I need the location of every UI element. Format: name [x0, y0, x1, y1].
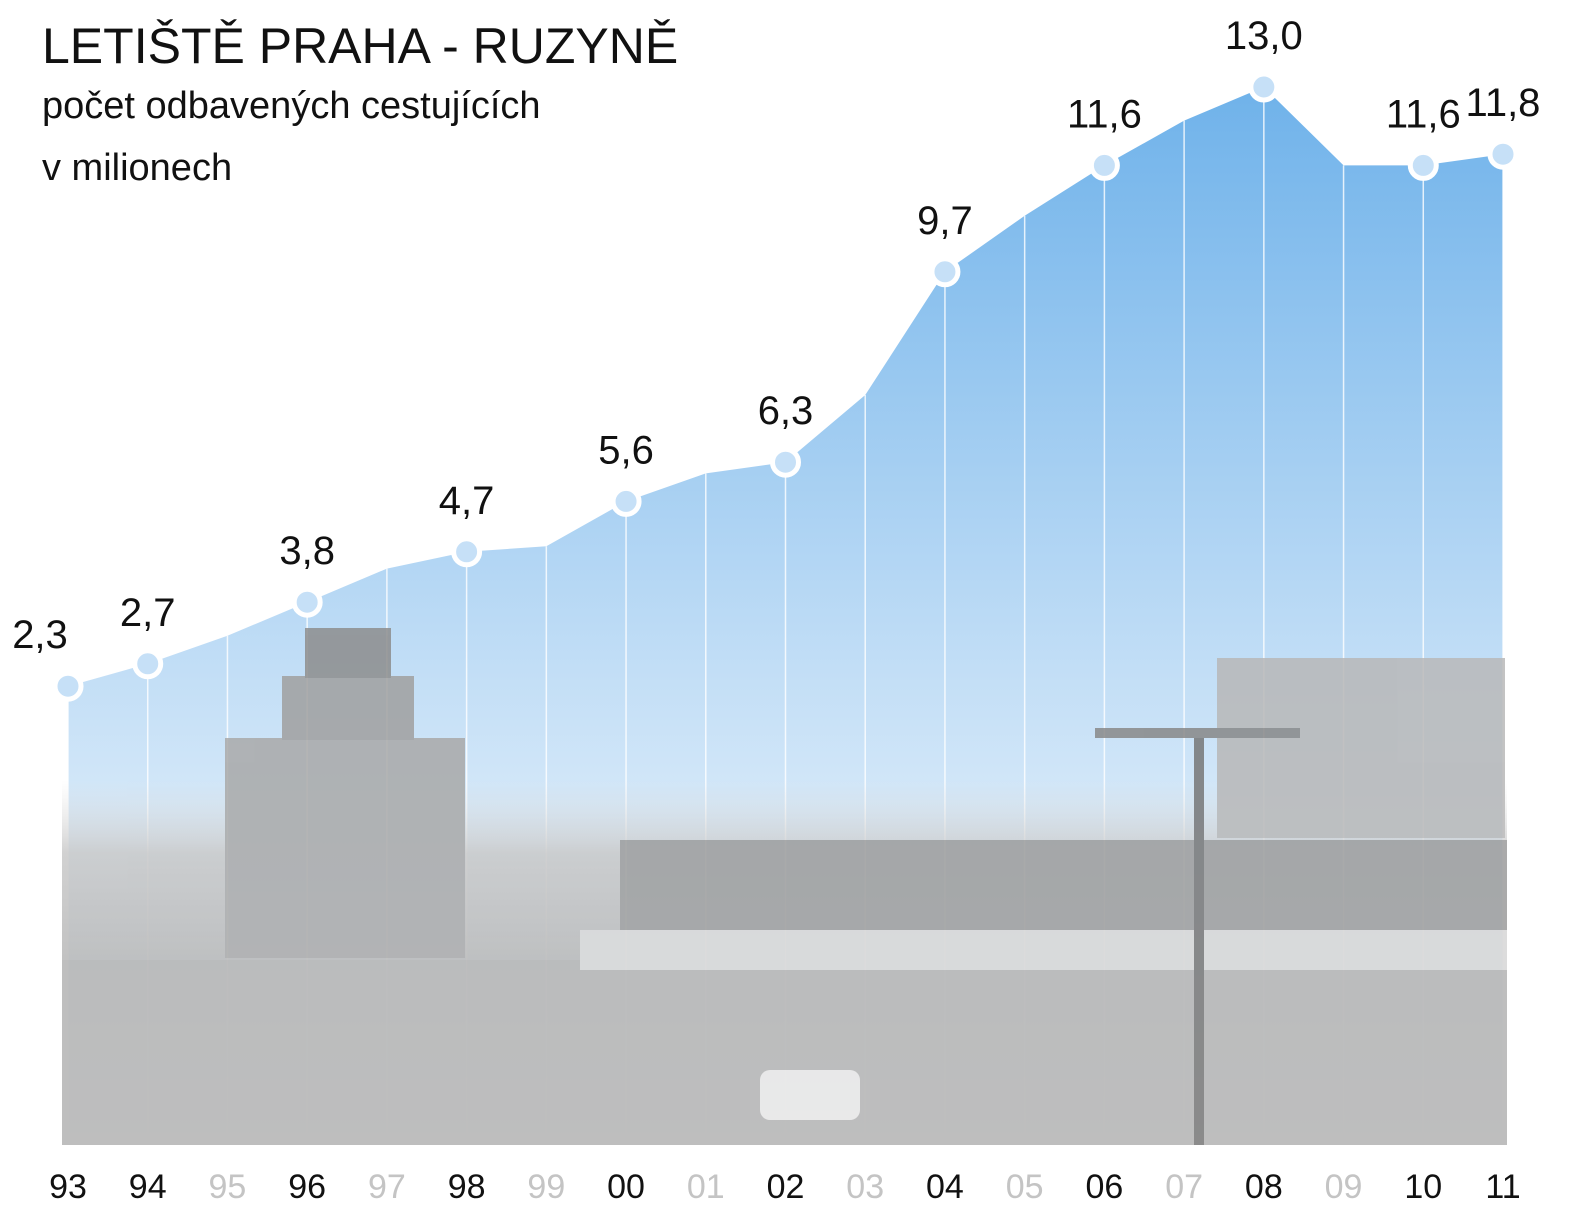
x-tick-label: 05: [1006, 1168, 1044, 1206]
chart-subtitle: počet odbavených cestujících: [42, 85, 541, 127]
point: [55, 673, 81, 699]
value-label: 2,7: [120, 591, 176, 635]
x-tick-label: 94: [129, 1168, 167, 1206]
value-label: 5,6: [598, 428, 654, 472]
point: [135, 651, 161, 677]
tower-top: [305, 628, 391, 678]
x-tick-label: 06: [1085, 1168, 1123, 1206]
canopy: [580, 930, 1507, 970]
chart: LETIŠTĚ PRAHA - RUZYNĚ počet odbavených …: [0, 0, 1595, 1225]
terminal-glass: [1217, 658, 1505, 838]
point: [294, 589, 320, 615]
x-tick-label: 08: [1245, 1168, 1283, 1206]
lamp: [1095, 728, 1300, 738]
x-tick-label: 97: [368, 1168, 406, 1206]
point: [454, 539, 480, 565]
value-label: 13,0: [1225, 14, 1303, 58]
chart-subtitle: v milionech: [42, 147, 232, 189]
x-tick-label: 07: [1165, 1168, 1203, 1206]
x-tick-label: 00: [607, 1168, 645, 1206]
lamp-post: [1194, 735, 1204, 1145]
x-tick-label: 01: [687, 1168, 725, 1206]
x-tick-label: 95: [209, 1168, 247, 1206]
x-tick-label: 04: [926, 1168, 964, 1206]
value-label: 11,6: [1067, 92, 1142, 136]
van: [760, 1070, 860, 1120]
tower-building: [225, 738, 465, 958]
value-label: 4,7: [439, 479, 495, 523]
x-tick-label: 02: [767, 1168, 805, 1206]
x-tick-label: 03: [846, 1168, 884, 1206]
value-label: 11,8: [1466, 81, 1541, 125]
point: [1410, 152, 1436, 178]
point: [1490, 141, 1516, 167]
value-label: 3,8: [279, 529, 335, 573]
point: [1091, 152, 1117, 178]
point: [613, 488, 639, 514]
point: [932, 259, 958, 285]
x-tick-label: 99: [527, 1168, 565, 1206]
chart-title: LETIŠTĚ PRAHA - RUZYNĚ: [42, 18, 678, 74]
value-label: 11,6: [1386, 92, 1461, 136]
x-tick-label: 96: [288, 1168, 326, 1206]
value-label: 6,3: [758, 389, 814, 433]
value-label: 9,7: [917, 199, 973, 243]
point: [1251, 74, 1277, 100]
x-tick-label: 93: [49, 1168, 87, 1206]
x-tick-label: 11: [1485, 1168, 1520, 1206]
x-tick-label: 09: [1325, 1168, 1363, 1206]
x-tick-label: 98: [448, 1168, 486, 1206]
point: [773, 449, 799, 475]
value-label: 2,3: [12, 613, 68, 657]
tower-mid: [282, 676, 414, 740]
x-tick-label: 10: [1404, 1168, 1442, 1206]
